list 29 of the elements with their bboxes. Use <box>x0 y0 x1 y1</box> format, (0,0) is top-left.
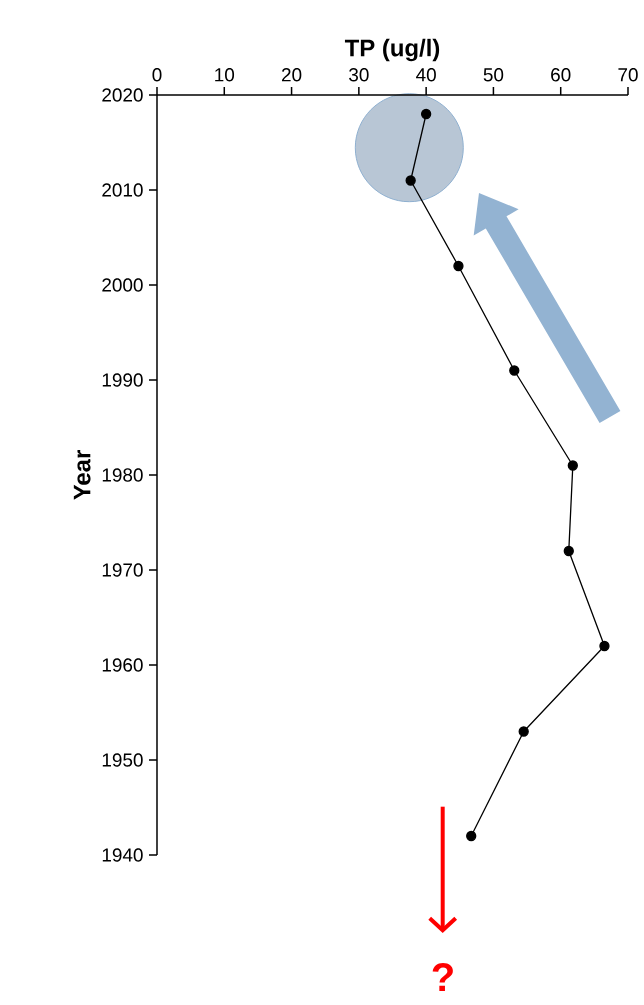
x-tick-label: 0 <box>152 68 162 82</box>
x-tick-label: 60 <box>551 68 571 82</box>
point <box>567 460 578 471</box>
point <box>599 640 610 652</box>
y-tick-label: 1950 <box>102 753 143 767</box>
y-tick-label: 1960 <box>102 658 143 672</box>
x-tick-label: 40 <box>416 68 436 82</box>
y-tick-label: 1940 <box>102 848 143 862</box>
y-tick-label: 1980 <box>102 468 143 482</box>
point <box>453 260 464 272</box>
point <box>518 726 529 737</box>
y-tick-label: 1990 <box>102 373 143 387</box>
point <box>466 830 477 842</box>
text: ? <box>432 963 453 991</box>
x-tick-label: 30 <box>349 68 369 82</box>
x-axis-title: TP (ug/l) <box>344 38 440 62</box>
x-tick-label: 10 <box>215 68 235 82</box>
point <box>509 365 520 376</box>
point <box>563 545 574 557</box>
y-tick-label: 2000 <box>102 278 143 292</box>
x-tick-label: 50 <box>483 68 504 82</box>
y-tick-label: 2020 <box>102 88 143 102</box>
y-tick-label: 1970 <box>102 563 143 577</box>
point <box>420 108 432 120</box>
point <box>405 175 416 186</box>
x-tick-label: 70 <box>618 68 638 82</box>
y-tick-label: 2010 <box>102 183 143 197</box>
y-axis-title: Year <box>73 450 91 500</box>
x-tick-label: 20 <box>281 68 302 82</box>
